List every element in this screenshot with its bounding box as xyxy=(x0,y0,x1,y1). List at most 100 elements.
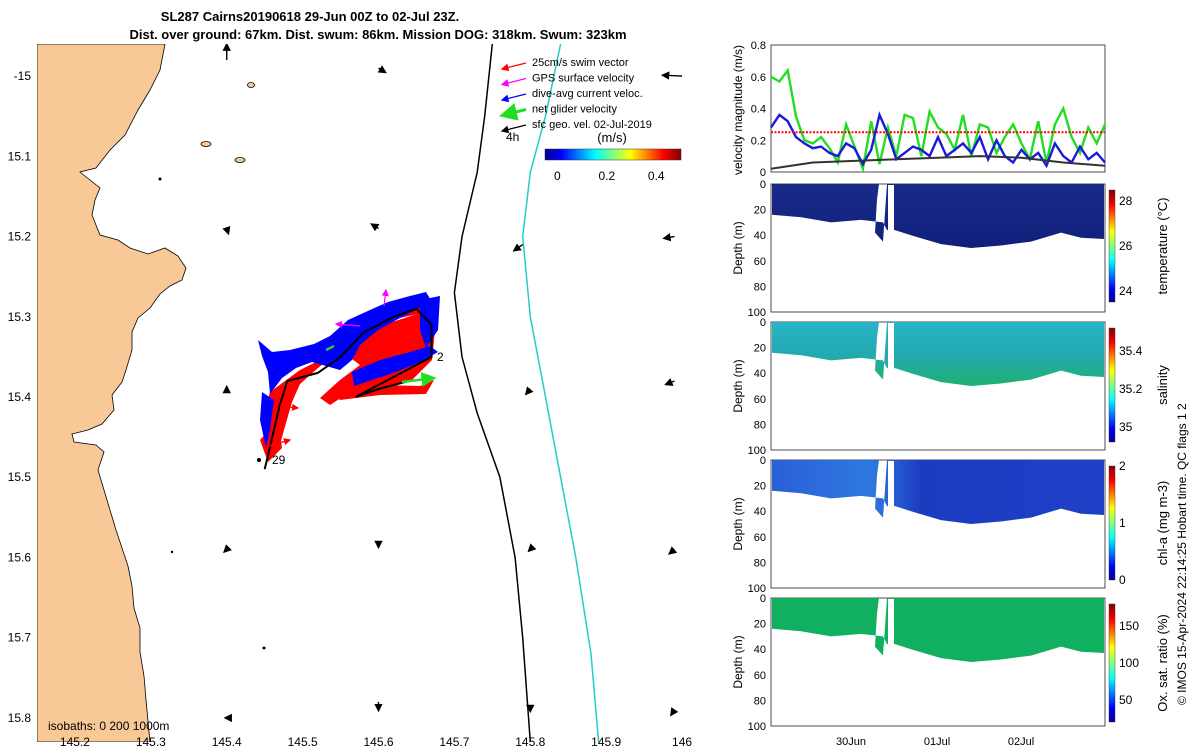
section-ylabel: Depth (m) xyxy=(731,359,745,412)
section-ylabel: Depth (m) xyxy=(731,221,745,274)
section-colorbar-tick: 100 xyxy=(1119,656,1139,670)
section-temperature-section: 0 20 40 60 80 100 Depth (m) 24 26 28 temperature (… xyxy=(731,179,1170,319)
swim-vector-arrow xyxy=(267,438,292,447)
section-y-tick: 60 xyxy=(754,256,766,268)
section-colorbar-tick: 26 xyxy=(1119,239,1133,253)
section-colorbar-tick: 1 xyxy=(1119,516,1126,530)
section-y-tick: 100 xyxy=(748,445,766,457)
section-y-tick: 0 xyxy=(760,317,766,329)
section-salinity-section: 0 20 40 60 80 100 Depth (m) 35 35.2 35.4 salinity xyxy=(731,317,1170,457)
geo-velocity-vectors xyxy=(222,44,683,723)
geo-velocity-arrow xyxy=(370,223,380,232)
date-x-ticks: 30Jun 01Jul 02Jul xyxy=(836,736,1034,748)
velocity-series xyxy=(770,67,1107,174)
map-colorbar-tick: 0 xyxy=(554,169,561,183)
section-colorbar-tick: 0 xyxy=(1119,573,1126,587)
section-data-area xyxy=(772,460,1104,524)
section-y-tick: 80 xyxy=(754,695,766,707)
geo-velocity-arrow xyxy=(662,233,675,242)
section-colorbar-tick: 150 xyxy=(1119,619,1139,633)
map-y-tick-label: 15.8 xyxy=(8,711,32,725)
island xyxy=(234,157,246,163)
date-tick-label: 02Jul xyxy=(1008,736,1034,748)
map-colorbar-ticks: 0 0.2 0.4 xyxy=(554,169,665,183)
section-y-tick: 0 xyxy=(760,593,766,605)
section-y-tick: 60 xyxy=(754,532,766,544)
geo-velocity-arrow xyxy=(524,386,534,396)
velocity-y-ticks: 0 0.2 0.4 0.6 0.8 xyxy=(751,40,766,179)
velocity-y-tick: 0.8 xyxy=(751,40,766,52)
section-colorbar-label: salinity xyxy=(1155,365,1170,405)
legend-swatch xyxy=(499,103,527,121)
section-ylabel: Depth (m) xyxy=(731,497,745,550)
map-panel: 29 2 4h -15 15.1 15.2 15.3 15.4 15.5 15.6 15.7 1… xyxy=(8,44,692,749)
section-colorbar-label: Ox. sat. ratio (%) xyxy=(1155,614,1170,712)
section-y-tick: 0 xyxy=(760,455,766,467)
legend-label: GPS surface velocity xyxy=(532,73,635,85)
section-colorbar-tick: 2 xyxy=(1119,459,1126,473)
section-y-tick: 40 xyxy=(754,644,766,656)
geo-velocity-arrow xyxy=(377,65,387,74)
section-colorbar-tick: 35.2 xyxy=(1119,382,1143,396)
section-y-tick: 20 xyxy=(754,205,766,217)
section-data-area xyxy=(772,598,1104,662)
map-x-tick-label: 145.2 xyxy=(60,735,90,749)
map-x-tick-label: 145.3 xyxy=(136,735,166,749)
legend-swatch xyxy=(500,62,527,72)
map-y-tick-label: -15 xyxy=(14,69,32,83)
section-y-tick: 80 xyxy=(754,419,766,431)
legend-label: dive-avg current veloc. xyxy=(532,88,643,100)
velocity-series-line xyxy=(770,67,1107,174)
section-y-tick: 80 xyxy=(754,281,766,293)
map-x-tick-label: 145.5 xyxy=(288,735,318,749)
map-y-tick-label: 15.6 xyxy=(8,550,32,564)
section-y-tick: 0 xyxy=(760,179,766,191)
geo-velocity-arrow xyxy=(667,546,678,555)
section-oxygen-section: 0 20 40 60 80 100 Depth (m) 50 100 150 Ox. sat. ra… xyxy=(731,593,1170,733)
isobath-200m xyxy=(453,44,532,742)
title-line-2: Dist. over ground: 67km. Dist. swum: 86k… xyxy=(129,27,626,42)
track-start-marker xyxy=(257,458,261,462)
section-colorbar-tick: 28 xyxy=(1119,194,1133,208)
section-colorbar xyxy=(1108,465,1116,581)
dive-avg-current xyxy=(258,292,440,448)
section-y-tick: 20 xyxy=(754,619,766,631)
footer-credit: © IMOS 15-Apr-2024 22:14:25 Hobart time.… xyxy=(1175,403,1189,705)
section-chlorophyll-section: 0 20 40 60 80 100 Depth (m) 0 1 2 chl-a (mg m-3) xyxy=(731,455,1170,595)
legend-swatch xyxy=(500,124,527,134)
map-colorbar-label: (m/s) xyxy=(597,130,627,145)
map-y-tick-label: 15.2 xyxy=(8,230,32,244)
title-line-1: SL287 Cairns20190618 29-Jun 00Z to 02-Ju… xyxy=(161,9,459,24)
legend-label: net glider velocity xyxy=(532,104,617,116)
island xyxy=(170,550,174,554)
map-y-tick-label: 15.4 xyxy=(8,390,32,404)
section-y-tick: 40 xyxy=(754,368,766,380)
section-y-tick: 40 xyxy=(754,230,766,242)
geo-velocity-arrow xyxy=(222,225,231,236)
velocity-y-tick: 0 xyxy=(760,167,766,179)
track-start-label: 29 xyxy=(272,453,286,467)
section-y-tick: 100 xyxy=(748,583,766,595)
map-y-tick-label: 15.7 xyxy=(8,631,32,645)
map-y-tick-label: 15.5 xyxy=(8,470,32,484)
map-x-tick-label: 145.8 xyxy=(515,735,545,749)
map-y-tick-label: 15.1 xyxy=(8,149,32,163)
velocity-series-line xyxy=(770,111,1106,169)
gps-velocity-arrow xyxy=(334,320,361,329)
coastline-land xyxy=(37,44,187,742)
velocity-ylabel: velocity magnitude (m/s) xyxy=(731,45,745,175)
isobath-1000m xyxy=(521,44,600,742)
section-y-tick: 20 xyxy=(754,343,766,355)
map-x-tick-label: 145.7 xyxy=(439,735,469,749)
date-tick-label: 01Jul xyxy=(924,736,950,748)
legend-label: sfc geo. vel. 02-Jul-2019 xyxy=(532,119,652,131)
island xyxy=(158,177,162,181)
glider-track xyxy=(263,307,433,470)
date-tick-label: 30Jun xyxy=(836,736,866,748)
section-y-tick: 100 xyxy=(748,307,766,319)
hour-label: 4h xyxy=(506,130,519,144)
legend-swatch xyxy=(500,77,527,87)
map-colorbar-tick: 0.2 xyxy=(598,169,615,183)
section-data-area xyxy=(772,322,1104,386)
section-y-tick: 60 xyxy=(754,394,766,406)
